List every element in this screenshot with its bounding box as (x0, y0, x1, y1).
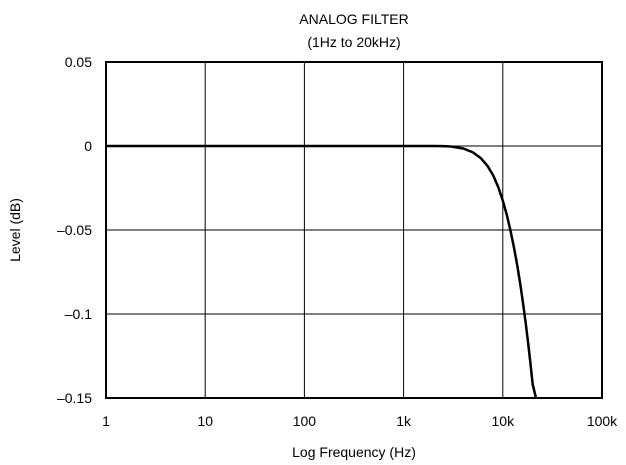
y-axis-label: Level (dB) (7, 198, 23, 262)
x-axis-label: Log Frequency (Hz) (292, 444, 416, 460)
series-line-0 (106, 144, 538, 398)
x-tick-label: 1 (102, 413, 110, 429)
y-axis-ticks: 0.05 0 –0.05 –0.1 –0.15 (57, 54, 92, 406)
chart-title: ANALOG FILTER (299, 11, 408, 27)
x-tick-label: 1k (396, 413, 412, 429)
x-tick-label: 100k (587, 413, 618, 429)
y-tick-label: 0 (84, 138, 92, 154)
plot-frame (105, 61, 603, 399)
x-axis-ticks: 1 10 100 1k 10k 100k (102, 413, 618, 429)
x-tick-label: 10 (197, 413, 213, 429)
plot-area (105, 61, 603, 399)
chart-subtitle: (1Hz to 20kHz) (307, 34, 400, 50)
y-tick-label: –0.15 (57, 390, 92, 406)
y-tick-label: 0.05 (65, 54, 92, 70)
y-tick-label: –0.05 (57, 222, 92, 238)
y-tick-label: –0.1 (65, 306, 92, 322)
x-tick-label: 10k (492, 413, 516, 429)
x-tick-label: 100 (293, 413, 317, 429)
